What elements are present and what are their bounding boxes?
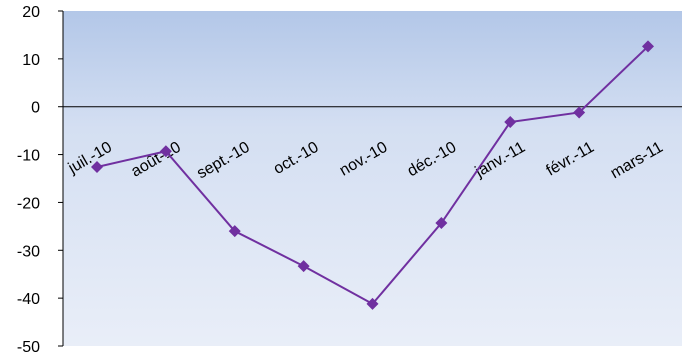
plot-area (63, 11, 682, 346)
y-tick-label: -20 (17, 195, 40, 212)
data-point-marker (642, 40, 654, 53)
data-point-marker (504, 116, 517, 129)
data-point-marker (435, 217, 448, 230)
data-point-marker (297, 260, 310, 273)
data-point-marker (366, 297, 379, 310)
y-tick-label: -50 (17, 339, 40, 354)
y-tick-label: -30 (17, 243, 40, 260)
y-tick-label: -40 (17, 291, 40, 308)
y-tick-label: -10 (17, 148, 40, 165)
y-tick-label: 0 (31, 100, 40, 117)
y-axis: -50 -40 -30 -20 -10 0 10 20 (17, 4, 64, 354)
data-point-marker (91, 161, 103, 174)
series-markers (91, 40, 654, 310)
data-point-marker (159, 145, 172, 158)
data-point-marker (573, 106, 586, 119)
data-point-marker (228, 225, 241, 238)
y-tick-label: 10 (22, 52, 40, 69)
y-tick-label: 20 (22, 4, 40, 21)
